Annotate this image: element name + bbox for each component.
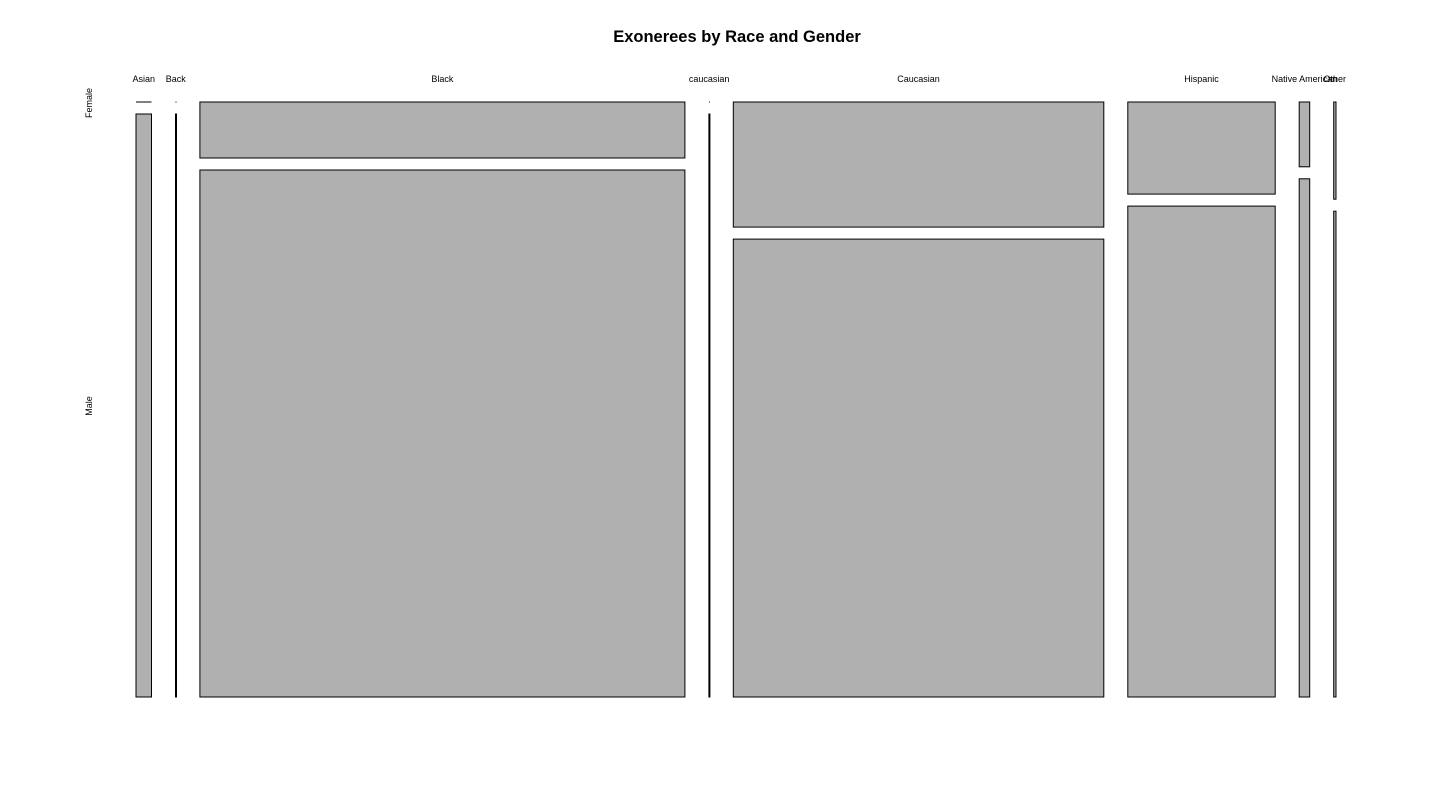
chart-title: Exonerees by Race and Gender (613, 28, 861, 46)
tile-black-male (199, 169, 686, 698)
row-label-female: Female (84, 88, 94, 118)
row-label-male: Male (84, 396, 94, 416)
tile-other-male (1333, 210, 1337, 698)
tile-native-american-male (1298, 178, 1311, 698)
tile-caucasian-male (732, 238, 1105, 698)
x-tick-labels: Asian Back Black caucasian Caucasian Hispanic… (133, 74, 1347, 84)
x-label-hispanic-5: Hispanic (1184, 74, 1219, 84)
tile-back-male (175, 113, 177, 698)
tile-native-american-female (1298, 101, 1311, 168)
tile-hispanic-male (1127, 205, 1276, 698)
x-label-caucasian-3: caucasian (689, 74, 730, 84)
mosaic-tiles (135, 101, 1337, 698)
x-label-other-7: Other (1324, 74, 1347, 84)
tile-other-female (1333, 101, 1337, 200)
x-label-asian-0: Asian (133, 74, 156, 84)
tile-caucasian-female (732, 101, 1105, 228)
x-label-caucasian-4: Caucasian (897, 74, 940, 84)
x-label-black-2: Black (431, 74, 454, 84)
tile-black-female (199, 101, 686, 159)
x-label-native-american-6: Native American (1272, 74, 1338, 84)
x-label-back-1: Back (166, 74, 187, 84)
tile-asian-male (135, 113, 152, 698)
tile-hispanic-female (1127, 101, 1276, 195)
tile-caucasian-male (708, 113, 711, 698)
